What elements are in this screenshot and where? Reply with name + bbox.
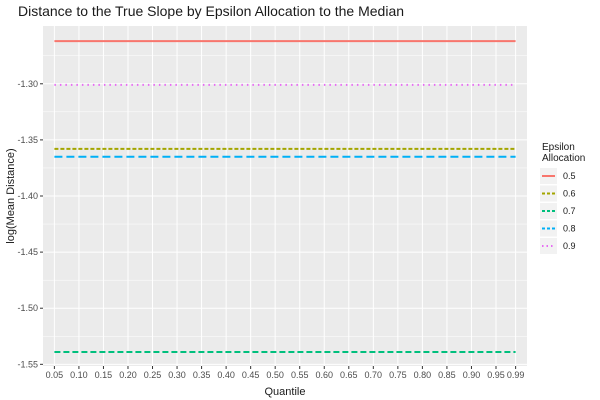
x-tick-label: 0.45: [242, 370, 260, 380]
legend-label: 0.8: [563, 224, 576, 234]
x-tick-label: 0.70: [365, 370, 383, 380]
legend-title-line-1: Epsilon: [542, 142, 575, 153]
legend: Epsilon Allocation 0.5 0.6 0.7 0.8 0.9: [540, 142, 585, 254]
y-axis: -1.30 -1.35 -1.40 -1.45 -1.50 -1.55: [17, 79, 43, 369]
x-tick-label: 0.10: [70, 370, 88, 380]
legend-label: 0.6: [563, 189, 576, 199]
chart-title: Distance to the True Slope by Epsilon Al…: [18, 3, 404, 19]
x-tick-label: 0.20: [119, 370, 137, 380]
x-tick-label: 0.65: [340, 370, 358, 380]
x-tick-label: 0.40: [217, 370, 235, 380]
x-tick-label: 0.85: [438, 370, 456, 380]
y-tick-label: -1.40: [17, 191, 38, 201]
x-tick-label: 0.90: [463, 370, 481, 380]
y-tick-label: -1.35: [17, 135, 38, 145]
x-tick-label: 0.25: [144, 370, 162, 380]
x-tick-label: 0.75: [389, 370, 407, 380]
x-tick-label: 0.30: [168, 370, 186, 380]
y-tick-label: -1.55: [17, 359, 38, 369]
x-tick-label: 0.15: [95, 370, 113, 380]
x-tick-label: 0.95: [487, 370, 505, 380]
legend-label: 0.7: [563, 206, 576, 216]
x-tick-label: 0.55: [291, 370, 309, 380]
x-tick-label: 0.05: [46, 370, 64, 380]
x-tick-label: 0.99: [507, 370, 525, 380]
series-lines: [54, 40, 516, 353]
legend-title-line-2: Allocation: [542, 153, 585, 164]
y-tick-label: -1.30: [17, 79, 38, 89]
legend-key-background: [540, 238, 557, 254]
legend-items: 0.5 0.6 0.7 0.8 0.9: [540, 168, 576, 254]
y-axis-title: log(Mean Distance): [5, 148, 17, 243]
legend-label: 0.5: [563, 171, 576, 181]
x-axis-title: Quantile: [265, 386, 306, 398]
x-tick-label: 0.50: [266, 370, 284, 380]
x-tick-label: 0.60: [315, 370, 333, 380]
x-tick-label: 0.80: [414, 370, 432, 380]
major-gridlines: [43, 26, 527, 366]
x-axis: 0.05 0.10 0.15 0.20 0.25 0.30 0.35 0.40 0.45 0.50…: [46, 366, 525, 380]
minor-gridlines: [43, 55, 527, 337]
legend-label: 0.9: [563, 241, 576, 251]
y-tick-label: -1.45: [17, 247, 38, 257]
x-tick-label: 0.35: [193, 370, 211, 380]
y-tick-label: -1.50: [17, 303, 38, 313]
